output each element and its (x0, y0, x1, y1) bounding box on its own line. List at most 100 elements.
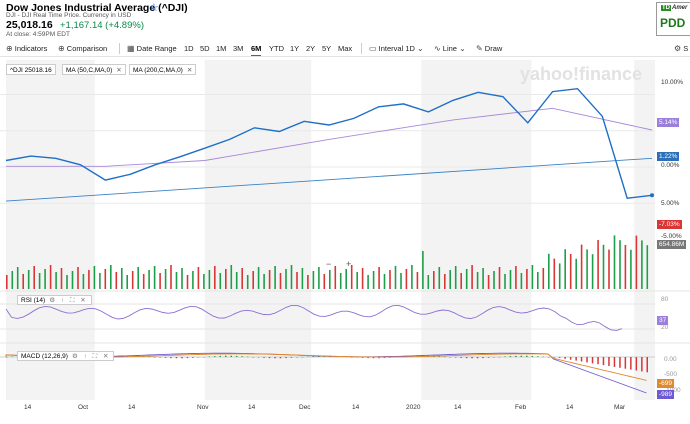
macd-histogram-bar (597, 357, 599, 365)
range-1m[interactable]: 1M (216, 44, 227, 53)
indicators-button[interactable]: ⊕ Indicators (6, 44, 48, 53)
y-axis-label: 10.00% (661, 79, 684, 86)
volume-bar (361, 268, 364, 289)
macd-histogram-bar (241, 356, 243, 357)
range-5d[interactable]: 5D (200, 44, 210, 53)
macd-label[interactable]: MACD (12,26,9) ⚙ ↑ ⛶ ✕ (17, 351, 115, 361)
volume-bar (602, 244, 605, 289)
volume-bar (175, 272, 178, 289)
volume-bar (537, 272, 539, 289)
volume-bar (498, 267, 501, 289)
volume-bar (482, 268, 484, 289)
volume-bar (416, 272, 419, 289)
macd-histogram-bar (520, 355, 523, 357)
range-1y[interactable]: 1Y (290, 44, 300, 53)
volume-bar (597, 240, 599, 289)
legend-ma200[interactable]: MA (200,C,MA,0) ✕ (129, 64, 197, 75)
macd-histogram-bar (186, 357, 189, 359)
comparison-button[interactable]: ⊕ Comparison (58, 44, 108, 53)
zoom-in-button[interactable]: + (346, 259, 352, 269)
calendar-icon: ▦ (127, 44, 135, 53)
month-band (421, 60, 532, 400)
chevron-down-icon: ⌄ (417, 44, 424, 53)
month-bands (6, 60, 655, 400)
volume-bar (487, 275, 490, 289)
volume-bar (383, 274, 386, 289)
price-gridlines (0, 94, 655, 204)
ma200-line (5, 157, 653, 202)
close-icon[interactable]: ✕ (186, 67, 193, 74)
ad-banner[interactable]: TD Amer PDD (656, 2, 690, 36)
price-chart[interactable]: yahoo!finance (0, 57, 690, 424)
settings-button[interactable]: ⚙ S (674, 44, 689, 53)
macd-histogram-bar (569, 357, 572, 360)
volume-bar (104, 269, 107, 289)
volume-bar (619, 240, 621, 289)
volume-bar (186, 275, 189, 289)
volume-bar (301, 268, 304, 289)
ma200-value-tag: 1.22% (657, 152, 680, 161)
volume-bar (307, 275, 309, 289)
volume-bar (356, 272, 358, 289)
range-1d[interactable]: 1D (184, 44, 194, 53)
macd-histogram-bar (208, 356, 211, 358)
volume-bar (49, 265, 52, 289)
volume-value-tag: 654.86M (657, 240, 687, 249)
volume-bar (471, 265, 473, 289)
volume-bar (257, 267, 260, 289)
indicator-controls-icon[interactable]: ⚙ ↑ ⛶ ✕ (49, 297, 88, 304)
x-axis-label: 14 (352, 404, 360, 411)
legend-ma50[interactable]: MA (50,C,MA,0) ✕ (62, 64, 126, 75)
range-max[interactable]: Max (338, 44, 353, 53)
x-axis-label: Mar (614, 404, 626, 411)
macd-histogram-bar (350, 357, 353, 358)
volume-bar (345, 269, 347, 289)
macd-histogram-bar (586, 357, 588, 363)
macd-histogram-bar (175, 357, 178, 359)
volume-bar (197, 267, 200, 289)
volume-bar (318, 267, 320, 289)
volume-bar (444, 274, 446, 289)
chart-type-dropdown[interactable]: ∿ Line ⌄ (434, 44, 466, 53)
rsi-pane (0, 303, 655, 331)
draw-button[interactable]: ✎ Draw (476, 44, 503, 53)
star-icon[interactable]: ☆ (149, 2, 159, 14)
interval-dropdown[interactable]: ▭ Interval 1D ⌄ (369, 44, 424, 53)
macd-histogram-bar (192, 357, 194, 358)
volume-bar (433, 271, 435, 289)
macd-histogram-bar (170, 357, 172, 359)
zoom-out-button[interactable]: − (326, 259, 332, 269)
x-axis-label: Oct (78, 404, 89, 411)
macd-histogram-bar (268, 357, 271, 359)
rsi-label[interactable]: RSI (14) ⚙ ↑ ⛶ ✕ (17, 295, 92, 305)
x-axis-label: Nov (197, 404, 209, 411)
volume-bar (290, 265, 293, 289)
volume-bar (22, 274, 24, 289)
volume-bar (93, 266, 96, 289)
interval-icon: ▭ (369, 44, 377, 53)
range-5y[interactable]: 5Y (322, 44, 332, 53)
price-value-tag: -7.03% (657, 220, 682, 229)
range-ytd[interactable]: YTD (269, 44, 284, 53)
macd-histogram-bar (608, 357, 610, 366)
volume-bar (121, 268, 123, 289)
volume-bar (378, 267, 380, 289)
macd-histogram-bar (498, 356, 501, 358)
legend-symbol[interactable]: ^DJI 25018.16 (6, 64, 56, 75)
macd-histogram-bar (624, 357, 627, 369)
macd-histogram-bar (449, 357, 451, 358)
volume-bars (6, 235, 649, 289)
range-3m[interactable]: 3M (233, 44, 244, 53)
macd-histogram-bar (504, 356, 506, 357)
line-chart-icon: ∿ (434, 44, 441, 53)
range-2y[interactable]: 2Y (306, 44, 316, 53)
date-range-button[interactable]: ▦ Date Range (127, 44, 177, 53)
x-axis-label: 14 (128, 404, 136, 411)
close-icon[interactable]: ✕ (116, 67, 122, 74)
macd-histogram-bar (197, 357, 200, 358)
range-6m[interactable]: 6M (251, 44, 262, 56)
volume-bar (411, 265, 413, 289)
volume-bar (329, 270, 331, 289)
indicator-controls-icon[interactable]: ⚙ ↑ ⛶ ✕ (71, 353, 111, 360)
volume-bar (394, 266, 397, 289)
